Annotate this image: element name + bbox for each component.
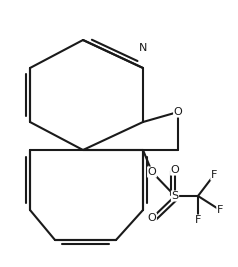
Text: F: F	[217, 205, 223, 215]
Text: S: S	[171, 191, 178, 201]
Text: O: O	[148, 167, 156, 177]
Text: N: N	[139, 43, 147, 53]
Text: O: O	[148, 213, 156, 223]
Text: F: F	[211, 170, 217, 180]
Text: F: F	[195, 215, 201, 225]
Text: O: O	[174, 107, 182, 117]
Text: O: O	[171, 165, 179, 175]
